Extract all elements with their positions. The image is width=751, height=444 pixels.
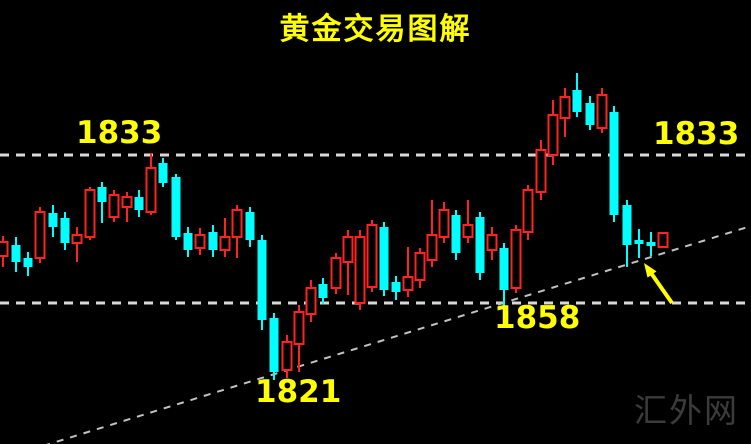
price-label-support: 1858 bbox=[494, 300, 581, 336]
price-label-resistance-right: 1833 bbox=[653, 116, 740, 152]
price-label-swing-low: 1821 bbox=[255, 374, 342, 410]
watermark-text: 汇外网 bbox=[634, 391, 739, 430]
price-label-resistance-left: 1833 bbox=[76, 115, 163, 151]
chart-title: 黄金交易图解 bbox=[279, 12, 472, 47]
